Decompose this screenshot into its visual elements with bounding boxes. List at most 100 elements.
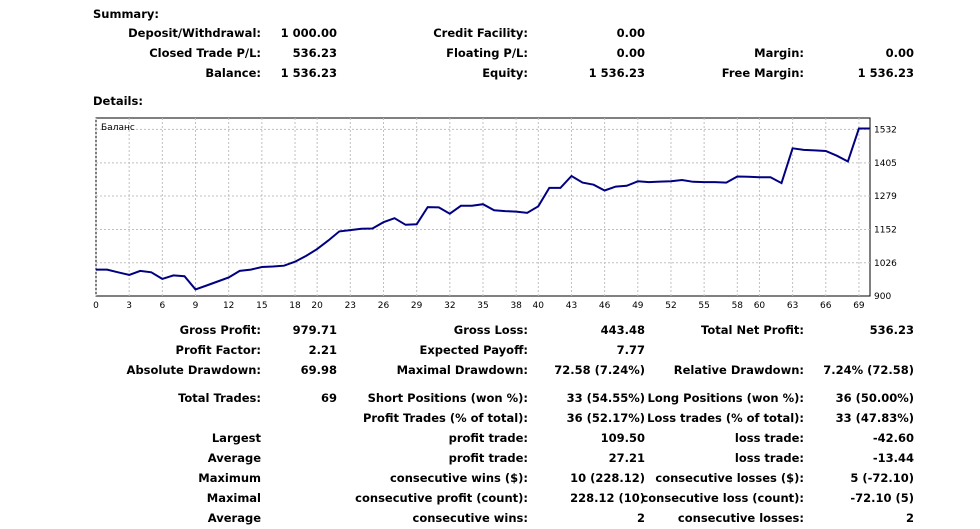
largest-profit-label: profit trade: — [448, 431, 528, 445]
x-tick-label: 3 — [126, 301, 132, 311]
chart-title: Баланс — [101, 123, 135, 133]
largest-profit-value: 109.50 — [600, 431, 645, 445]
average-profit-label: profit trade: — [448, 451, 528, 465]
gross-profit-label: Gross Profit: — [179, 323, 261, 337]
y-tick-label: 1405 — [874, 159, 897, 169]
y-axis: 900 1026 1152 1279 1405 1532 — [874, 125, 897, 302]
relative-drawdown-label: Relative Drawdown: — [673, 363, 804, 377]
x-tick-label: 66 — [820, 301, 832, 311]
x-tick-label: 35 — [477, 301, 488, 311]
x-tick-label: 12 — [223, 301, 234, 311]
max-consecutive-wins-label: consecutive wins ($): — [389, 471, 528, 485]
floating-pl-value: 0.00 — [616, 46, 645, 60]
loss-trades-value: 33 (47.83%) — [835, 411, 914, 425]
balance-label: Balance: — [205, 66, 261, 80]
average-loss-value: -13.44 — [872, 451, 914, 465]
gross-profit-value: 979.71 — [292, 323, 337, 337]
x-tick-label: 23 — [345, 301, 356, 311]
x-tick-label: 38 — [510, 301, 522, 311]
expected-payoff-label: Expected Payoff: — [419, 343, 529, 357]
x-tick-label: 69 — [853, 301, 865, 311]
deposit-value: 1 000.00 — [280, 26, 337, 40]
loss-trades-label: Loss trades (% of total): — [647, 411, 804, 425]
maximal-label: Maximal — [206, 491, 261, 505]
gross-loss-label: Gross Loss: — [453, 323, 528, 337]
total-trades-value: 69 — [320, 391, 337, 405]
x-tick-label: 9 — [193, 301, 199, 311]
maximal-consecutive-loss-value: -72.10 (5) — [850, 491, 914, 505]
average-consecutive-label: Average — [207, 511, 261, 525]
long-positions-value: 36 (50.00%) — [835, 391, 914, 405]
gross-loss-value: 443.48 — [600, 323, 645, 337]
average-label: Average — [207, 451, 261, 465]
maximal-consecutive-profit-label: consecutive profit (count): — [355, 491, 528, 505]
maximal-drawdown-label: Maximal Drawdown: — [396, 363, 528, 377]
floating-pl-label: Floating P/L: — [446, 46, 528, 60]
free-margin-value: 1 536.23 — [857, 66, 914, 80]
long-positions-label: Long Positions (won %): — [647, 391, 805, 405]
absolute-drawdown-value: 69.98 — [300, 363, 337, 377]
x-tick-label: 32 — [444, 301, 455, 311]
margin-label: Margin: — [754, 46, 804, 60]
average-loss-label: loss trade: — [734, 451, 804, 465]
x-tick-label: 0 — [93, 301, 99, 311]
avg-consecutive-losses-value: 2 — [905, 511, 914, 525]
total-trades-label: Total Trades: — [178, 391, 261, 405]
x-tick-label: 15 — [256, 301, 267, 311]
y-tick-label: 900 — [874, 292, 891, 302]
credit-label: Credit Facility: — [433, 26, 528, 40]
y-tick-label: 1532 — [874, 125, 897, 135]
closed-pl-label: Closed Trade P/L: — [149, 46, 261, 60]
x-tick-label: 49 — [632, 301, 644, 311]
profit-factor-value: 2.21 — [308, 343, 337, 357]
expected-payoff-value: 7.77 — [616, 343, 645, 357]
x-tick-label: 20 — [311, 301, 323, 311]
x-tick-label: 26 — [378, 301, 390, 311]
largest-loss-label: loss trade: — [734, 431, 804, 445]
profit-trades-label: Profit Trades (% of total): — [362, 411, 528, 425]
free-margin-label: Free Margin: — [721, 66, 804, 80]
x-tick-label: 29 — [411, 301, 423, 311]
short-positions-value: 33 (54.55%) — [566, 391, 645, 405]
maximal-consecutive-loss-label: consecutive loss (count): — [641, 491, 804, 505]
y-tick-label: 1026 — [874, 259, 897, 269]
max-consecutive-losses-label: consecutive losses ($): — [655, 471, 804, 485]
relative-drawdown-value: 7.24% (72.58) — [823, 363, 914, 377]
avg-consecutive-wins-value: 2 — [636, 511, 645, 525]
largest-label: Largest — [211, 431, 261, 445]
deposit-label: Deposit/Withdrawal: — [128, 26, 261, 40]
x-tick-label: 18 — [289, 301, 301, 311]
y-tick-label: 1279 — [874, 192, 897, 202]
y-tick-label: 1152 — [874, 226, 897, 236]
maximal-drawdown-value: 72.58 (7.24%) — [554, 363, 645, 377]
closed-pl-value: 536.23 — [292, 46, 337, 60]
x-tick-label: 46 — [599, 301, 611, 311]
x-tick-label: 6 — [159, 301, 165, 311]
summary-heading: Summary: — [93, 7, 159, 21]
chart-grid — [95, 118, 870, 296]
balance-series-line — [96, 127, 870, 291]
avg-consecutive-losses-label: consecutive losses: — [677, 511, 804, 525]
x-tick-label: 58 — [732, 301, 744, 311]
x-tick-label: 60 — [754, 301, 766, 311]
short-positions-label: Short Positions (won %): — [367, 391, 528, 405]
x-tick-label: 63 — [787, 301, 798, 311]
maximum-label: Maximum — [198, 471, 261, 485]
equity-label: Equity: — [482, 66, 528, 80]
x-tick-label: 43 — [566, 301, 577, 311]
max-consecutive-losses-value: 5 (-72.10) — [850, 471, 914, 485]
average-profit-value: 27.21 — [608, 451, 645, 465]
profit-trades-value: 36 (52.17%) — [566, 411, 645, 425]
x-tick-label: 52 — [665, 301, 676, 311]
x-tick-label: 55 — [698, 301, 709, 311]
balance-value: 1 536.23 — [280, 66, 337, 80]
largest-loss-value: -42.60 — [872, 431, 914, 445]
balance-chart: Баланс 0 3 6 9 12 15 18 20 23 26 29 32 35 38 40 43 46 49 5… — [93, 117, 897, 311]
equity-value: 1 536.23 — [588, 66, 645, 80]
credit-value: 0.00 — [616, 26, 645, 40]
profit-factor-label: Profit Factor: — [175, 343, 261, 357]
maximal-consecutive-profit-value: 228.12 (10) — [570, 491, 645, 505]
max-consecutive-wins-value: 10 (228.12) — [570, 471, 645, 485]
absolute-drawdown-label: Absolute Drawdown: — [126, 363, 261, 377]
total-net-label: Total Net Profit: — [701, 323, 804, 337]
